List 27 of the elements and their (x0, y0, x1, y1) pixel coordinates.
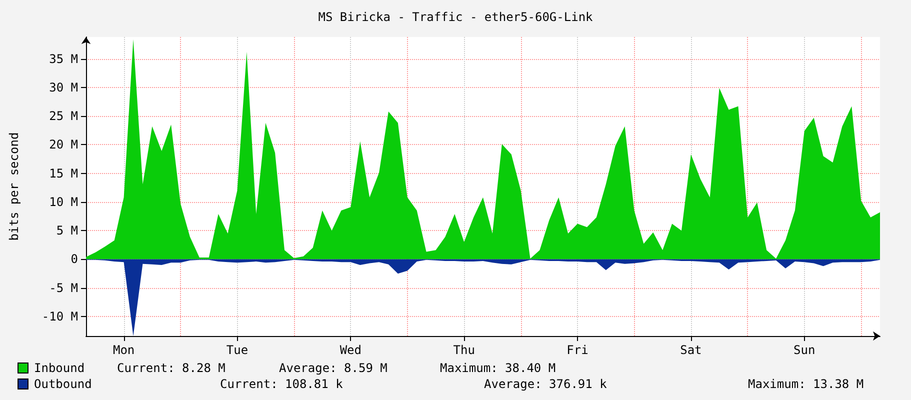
legend-label: Inbound (34, 361, 85, 375)
x-tick-label: Tue (226, 343, 248, 357)
y-tick-label: 20 M (49, 138, 78, 152)
y-tick-label: 35 M (49, 52, 78, 66)
text: Current: 8.28 M (117, 361, 226, 375)
text: Average: 8.59 M (279, 361, 388, 375)
legend-label: Outbound (34, 377, 92, 391)
y-axis-title: bits per second (7, 132, 21, 241)
y-tick-label: 30 M (49, 80, 78, 94)
chart-title: MS Biricka - Traffic - ether5-60G-Link (318, 10, 594, 24)
x-tick-label: Thu (453, 343, 475, 357)
x-tick-label: Mon (112, 343, 135, 357)
y-tick-label: 10 M (49, 194, 78, 209)
x-tick-label: Fri (566, 343, 588, 357)
text: Maximum: 13.38 M (748, 377, 864, 391)
x-tick-label: Wed (340, 343, 362, 357)
x-tick-label: Sat (680, 343, 702, 357)
y-tick-label: 5 M (56, 224, 78, 238)
text: Average: 376.91 k (484, 377, 608, 391)
y-tick-label: 15 M (49, 166, 78, 180)
y-tick-label: 25 M (49, 109, 78, 124)
text: Current: 108.81 k (220, 377, 344, 391)
y-tick-label: -5 M (49, 280, 78, 295)
y-tick-label: -10 M (42, 310, 78, 324)
x-tick-label: Sun (794, 343, 816, 357)
text: Maximum: 38.40 M (440, 361, 556, 375)
y-tick-label: 0 (70, 252, 78, 266)
